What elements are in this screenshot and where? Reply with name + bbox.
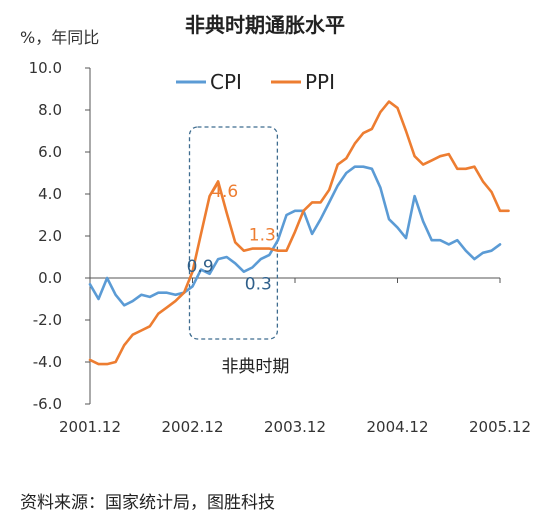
- y-tick-label: -4.0: [33, 353, 62, 371]
- y-tick-label: 0.0: [38, 269, 62, 287]
- series-lines: [88, 100, 510, 366]
- series-line-cpi: [88, 165, 502, 307]
- highlight-box: [188, 126, 279, 340]
- sars-period-highlight: 非典时期: [188, 126, 289, 377]
- source-note: 资料来源：国家统计局，图胜科技: [20, 493, 275, 513]
- x-tick-label: 2002.12: [161, 418, 223, 436]
- x-tick-label: 2001.12: [59, 418, 121, 436]
- data-label-ppi: 4.6: [211, 182, 238, 202]
- series-line-ppi: [88, 100, 510, 366]
- x-axis-ticks: 2001.12 2002.12 2003.12 2004.12 2005.12: [59, 278, 531, 436]
- highlight-label: 非典时期: [221, 357, 289, 377]
- legend-label-ppi: PPI: [305, 70, 335, 94]
- y-tick-label: 8.0: [38, 101, 62, 119]
- y-tick-label: 6.0: [38, 143, 62, 161]
- y-tick-label: 10.0: [29, 59, 62, 77]
- chart-title: 非典时期通胀水平: [185, 13, 345, 37]
- x-tick-label: 2003.12: [264, 418, 326, 436]
- data-labels: 4.6 1.3 0.9 0.3: [187, 182, 276, 295]
- data-label-ppi: 1.3: [249, 226, 276, 246]
- y-tick-label: -6.0: [33, 395, 62, 413]
- y-tick-label: 2.0: [38, 227, 62, 245]
- y-tick-label: -2.0: [33, 311, 62, 329]
- data-label-cpi: 0.3: [245, 275, 272, 295]
- y-axis-unit-label: %，年同比: [20, 28, 99, 47]
- y-axis-ticks: 10.0 8.0 6.0 4.0 2.0 0.0 -2.0 -4.0 -6.0: [29, 59, 90, 413]
- legend: CPI PPI: [176, 70, 335, 94]
- x-tick-label: 2004.12: [366, 418, 428, 436]
- axes: [89, 68, 500, 404]
- x-tick-label: 2005.12: [469, 418, 531, 436]
- data-label-cpi: 0.9: [187, 257, 214, 277]
- y-tick-label: 4.0: [38, 185, 62, 203]
- legend-label-cpi: CPI: [210, 70, 242, 94]
